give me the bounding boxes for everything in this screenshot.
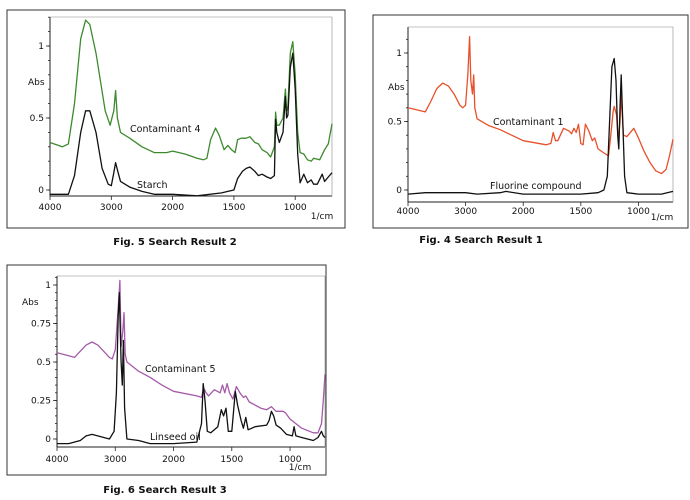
series-label: Fluorine compound xyxy=(490,181,582,192)
y-tick-label: 0.5 xyxy=(30,114,44,124)
x-tick-label: 1500 xyxy=(220,455,243,465)
y-tick-label: 1 xyxy=(38,42,44,52)
fig4-chart: 0 0.5 1 4000 3000 2000 1500 1000 Abs 1/cm Contamin… xyxy=(372,14,689,246)
fig6-chart: 0 0.25 0.5 0.75 1 4000 3000 2000 1500 1000 Abs 1/cm… xyxy=(6,264,327,496)
x-tick-label: 2000 xyxy=(512,207,535,217)
x-tick-label: 1000 xyxy=(627,207,650,217)
x-axis-label: 1/cm xyxy=(651,213,673,223)
series-label: Contaminant 1 xyxy=(493,117,564,128)
spectrum-contaminant-4 xyxy=(49,19,333,162)
figure-caption: Fig. 6 Search Result 3 xyxy=(103,485,227,496)
spectrum-contaminant-1 xyxy=(407,35,674,175)
x-tick-label: 4000 xyxy=(46,455,69,465)
y-axis-label: Abs xyxy=(22,298,39,308)
y-tick-label: 1 xyxy=(396,49,402,59)
x-tick-label: 1000 xyxy=(279,455,302,465)
series-label: Linseed oil xyxy=(150,432,201,443)
x-tick-label: 2000 xyxy=(162,455,185,465)
y-tick-label: 1 xyxy=(45,281,51,291)
spectrum-fluorine-compound xyxy=(407,57,674,195)
figure-frame xyxy=(6,9,346,229)
y-tick-label: 0 xyxy=(45,435,51,445)
series-label: Contaminant 5 xyxy=(145,364,216,375)
spectrum-starch xyxy=(50,52,333,197)
y-tick-label: 0.5 xyxy=(388,118,402,128)
fig5-chart: 0 0.5 1 4000 3000 2000 1500 1000 Abs 1/cm Contamin… xyxy=(6,9,346,248)
series-label: Starch xyxy=(137,180,168,191)
figure-frame xyxy=(6,264,327,476)
y-tick-label: 0.5 xyxy=(37,358,51,368)
x-tick-label: 1000 xyxy=(284,203,307,213)
spectrum-contaminant-5 xyxy=(56,279,326,434)
y-axis-label: Abs xyxy=(28,78,45,88)
x-tick-label: 1500 xyxy=(569,207,592,217)
y-tick-label: 0.25 xyxy=(31,397,51,407)
x-tick-label: 3000 xyxy=(454,207,477,217)
x-tick-label: 2000 xyxy=(161,203,184,213)
x-tick-label: 4000 xyxy=(39,203,62,213)
y-axis-label: Abs xyxy=(388,83,405,93)
x-tick-label: 4000 xyxy=(397,207,420,217)
x-tick-label: 1500 xyxy=(222,203,245,213)
figure-caption: Fig. 5 Search Result 2 xyxy=(113,237,237,248)
x-axis-label: 1/cm xyxy=(311,212,333,222)
y-tick-label: 0 xyxy=(38,186,44,196)
x-tick-label: 3000 xyxy=(100,203,123,213)
series-label: Contaminant 4 xyxy=(130,124,201,135)
y-tick-label: 0.75 xyxy=(31,320,51,330)
figure-caption: Fig. 4 Search Result 1 xyxy=(419,235,543,246)
x-tick-label: 3000 xyxy=(104,455,127,465)
spectrum-linseed-oil xyxy=(57,292,326,445)
y-tick-label: 0 xyxy=(396,186,402,196)
x-axis-label: 1/cm xyxy=(289,463,311,473)
